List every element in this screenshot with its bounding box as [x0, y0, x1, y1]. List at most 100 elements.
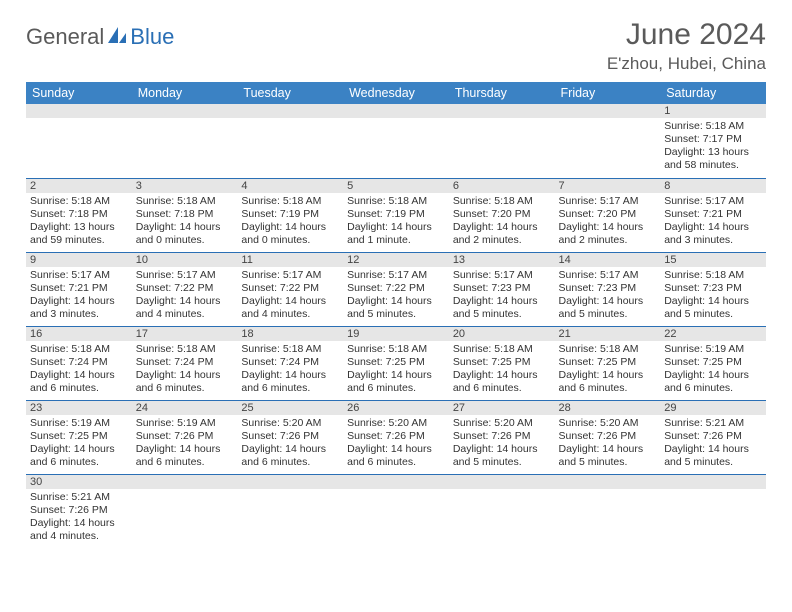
day-number: 10: [132, 253, 238, 267]
day-number: 26: [343, 401, 449, 415]
daylight-text: Daylight: 14 hours and 4 minutes.: [241, 295, 339, 321]
sunset-text: Sunset: 7:26 PM: [30, 504, 128, 517]
daylight-text: Daylight: 14 hours and 6 minutes.: [664, 369, 762, 395]
day-details: Sunrise: 5:19 AMSunset: 7:26 PMDaylight:…: [136, 417, 234, 470]
day-details: Sunrise: 5:19 AMSunset: 7:25 PMDaylight:…: [30, 417, 128, 470]
day-details: Sunrise: 5:21 AMSunset: 7:26 PMDaylight:…: [30, 491, 128, 544]
calendar-day-cell: 14Sunrise: 5:17 AMSunset: 7:23 PMDayligh…: [555, 252, 661, 326]
daylight-text: Daylight: 14 hours and 5 minutes.: [453, 295, 551, 321]
calendar-day-cell: 24 Sunrise: 5:19 AMSunset: 7:26 PMDayligh…: [132, 400, 238, 474]
calendar-day-cell: 26Sunrise: 5:20 AMSunset: 7:26 PMDayligh…: [343, 400, 449, 474]
sunrise-text: Sunrise: 5:17 AM: [453, 269, 551, 282]
daylight-text: Daylight: 14 hours and 6 minutes.: [241, 369, 339, 395]
sunrise-text: Sunrise: 5:17 AM: [559, 195, 657, 208]
sunset-text: Sunset: 7:24 PM: [136, 356, 234, 369]
calendar-day-cell: [237, 104, 343, 178]
calendar-day-cell: 30 Sunrise: 5:21 AMSunset: 7:26 PMDayligh…: [26, 474, 132, 548]
day-details: Sunrise: 5:18 AMSunset: 7:25 PMDaylight:…: [347, 343, 445, 396]
calendar-table: Sunday Monday Tuesday Wednesday Thursday…: [26, 82, 766, 548]
sunrise-text: Sunrise: 5:18 AM: [664, 269, 762, 282]
sunrise-text: Sunrise: 5:18 AM: [347, 195, 445, 208]
sunset-text: Sunset: 7:18 PM: [136, 208, 234, 221]
daylight-text: Daylight: 14 hours and 5 minutes.: [347, 295, 445, 321]
day-details: Sunrise: 5:17 AMSunset: 7:21 PMDaylight:…: [664, 195, 762, 248]
sunrise-text: Sunrise: 5:18 AM: [559, 343, 657, 356]
day-number: 9: [26, 253, 132, 267]
weekday-header: Tuesday: [237, 82, 343, 104]
calendar-day-cell: 10 Sunrise: 5:17 AMSunset: 7:22 PMDayligh…: [132, 252, 238, 326]
sunset-text: Sunset: 7:23 PM: [453, 282, 551, 295]
calendar-day-cell: 25Sunrise: 5:20 AMSunset: 7:26 PMDayligh…: [237, 400, 343, 474]
sunset-text: Sunset: 7:22 PM: [347, 282, 445, 295]
day-details: Sunrise: 5:21 AMSunset: 7:26 PMDaylight:…: [664, 417, 762, 470]
calendar-day-cell: 3Sunrise: 5:18 AMSunset: 7:18 PMDaylight…: [132, 178, 238, 252]
day-number: 28: [555, 401, 661, 415]
sunset-text: Sunset: 7:18 PM: [30, 208, 128, 221]
day-number: 12: [343, 253, 449, 267]
sunrise-text: Sunrise: 5:17 AM: [559, 269, 657, 282]
day-number: 3: [132, 179, 238, 193]
calendar-day-cell: [343, 474, 449, 548]
calendar-day-cell: 4Sunrise: 5:18 AMSunset: 7:19 PMDaylight…: [237, 178, 343, 252]
calendar-day-cell: [660, 474, 766, 548]
day-number: 27: [449, 401, 555, 415]
daylight-text: Daylight: 14 hours and 2 minutes.: [559, 221, 657, 247]
sunrise-text: Sunrise: 5:17 AM: [30, 269, 128, 282]
day-number: 25: [237, 401, 343, 415]
calendar-day-cell: 28 Sunrise: 5:20 AMSunset: 7:26 PMDayligh…: [555, 400, 661, 474]
calendar-day-cell: [555, 104, 661, 178]
calendar-day-cell: 5Sunrise: 5:18 AMSunset: 7:19 PMDaylight…: [343, 178, 449, 252]
sunset-text: Sunset: 7:20 PM: [453, 208, 551, 221]
calendar-day-cell: 21Sunrise: 5:18 AMSunset: 7:25 PMDayligh…: [555, 326, 661, 400]
day-number: 21: [555, 327, 661, 341]
day-details: Sunrise: 5:18 AMSunset: 7:20 PMDaylight:…: [453, 195, 551, 248]
weekday-header: Saturday: [660, 82, 766, 104]
day-number-empty: [660, 475, 766, 489]
weekday-header: Friday: [555, 82, 661, 104]
day-details: Sunrise: 5:17 AMSunset: 7:22 PMDaylight:…: [347, 269, 445, 322]
calendar-day-cell: [449, 474, 555, 548]
sunrise-text: Sunrise: 5:18 AM: [347, 343, 445, 356]
weekday-header: Wednesday: [343, 82, 449, 104]
daylight-text: Daylight: 14 hours and 5 minutes.: [453, 443, 551, 469]
calendar-day-cell: 8Sunrise: 5:17 AMSunset: 7:21 PMDaylight…: [660, 178, 766, 252]
daylight-text: Daylight: 14 hours and 4 minutes.: [30, 517, 128, 543]
day-details: Sunrise: 5:18 AMSunset: 7:17 PMDaylight:…: [664, 120, 762, 173]
sunset-text: Sunset: 7:25 PM: [664, 356, 762, 369]
calendar-day-cell: 18Sunrise: 5:18 AMSunset: 7:24 PMDayligh…: [237, 326, 343, 400]
day-details: Sunrise: 5:17 AMSunset: 7:22 PMDaylight:…: [136, 269, 234, 322]
day-details: Sunrise: 5:19 AMSunset: 7:25 PMDaylight:…: [664, 343, 762, 396]
calendar-day-cell: 29Sunrise: 5:21 AMSunset: 7:26 PMDayligh…: [660, 400, 766, 474]
sunrise-text: Sunrise: 5:19 AM: [136, 417, 234, 430]
calendar-day-cell: 13Sunrise: 5:17 AMSunset: 7:23 PMDayligh…: [449, 252, 555, 326]
daylight-text: Daylight: 13 hours and 58 minutes.: [664, 146, 762, 172]
sunset-text: Sunset: 7:21 PM: [30, 282, 128, 295]
day-number: 17: [132, 327, 238, 341]
calendar-day-cell: 11Sunrise: 5:17 AMSunset: 7:22 PMDayligh…: [237, 252, 343, 326]
sunrise-text: Sunrise: 5:21 AM: [664, 417, 762, 430]
page-title: June 2024: [607, 18, 766, 52]
day-number-empty: [132, 475, 238, 489]
day-details: Sunrise: 5:17 AMSunset: 7:21 PMDaylight:…: [30, 269, 128, 322]
calendar-day-cell: 23Sunrise: 5:19 AMSunset: 7:25 PMDayligh…: [26, 400, 132, 474]
day-number: 1: [660, 104, 766, 118]
calendar-day-cell: 6Sunrise: 5:18 AMSunset: 7:20 PMDaylight…: [449, 178, 555, 252]
day-number: 30: [26, 475, 132, 489]
sunset-text: Sunset: 7:22 PM: [136, 282, 234, 295]
day-number: 18: [237, 327, 343, 341]
sunrise-text: Sunrise: 5:18 AM: [30, 195, 128, 208]
daylight-text: Daylight: 14 hours and 1 minute.: [347, 221, 445, 247]
sunrise-text: Sunrise: 5:19 AM: [664, 343, 762, 356]
sunset-text: Sunset: 7:24 PM: [30, 356, 128, 369]
calendar-day-cell: 20Sunrise: 5:18 AMSunset: 7:25 PMDayligh…: [449, 326, 555, 400]
sunset-text: Sunset: 7:17 PM: [664, 133, 762, 146]
day-number: 24: [132, 401, 238, 415]
daylight-text: Daylight: 14 hours and 3 minutes.: [664, 221, 762, 247]
calendar-week-row: 9Sunrise: 5:17 AMSunset: 7:21 PMDaylight…: [26, 252, 766, 326]
calendar-day-cell: [555, 474, 661, 548]
day-details: Sunrise: 5:20 AMSunset: 7:26 PMDaylight:…: [559, 417, 657, 470]
sunset-text: Sunset: 7:25 PM: [30, 430, 128, 443]
daylight-text: Daylight: 14 hours and 2 minutes.: [453, 221, 551, 247]
title-block: June 2024 E'zhou, Hubei, China: [607, 18, 766, 74]
calendar-day-cell: 27Sunrise: 5:20 AMSunset: 7:26 PMDayligh…: [449, 400, 555, 474]
